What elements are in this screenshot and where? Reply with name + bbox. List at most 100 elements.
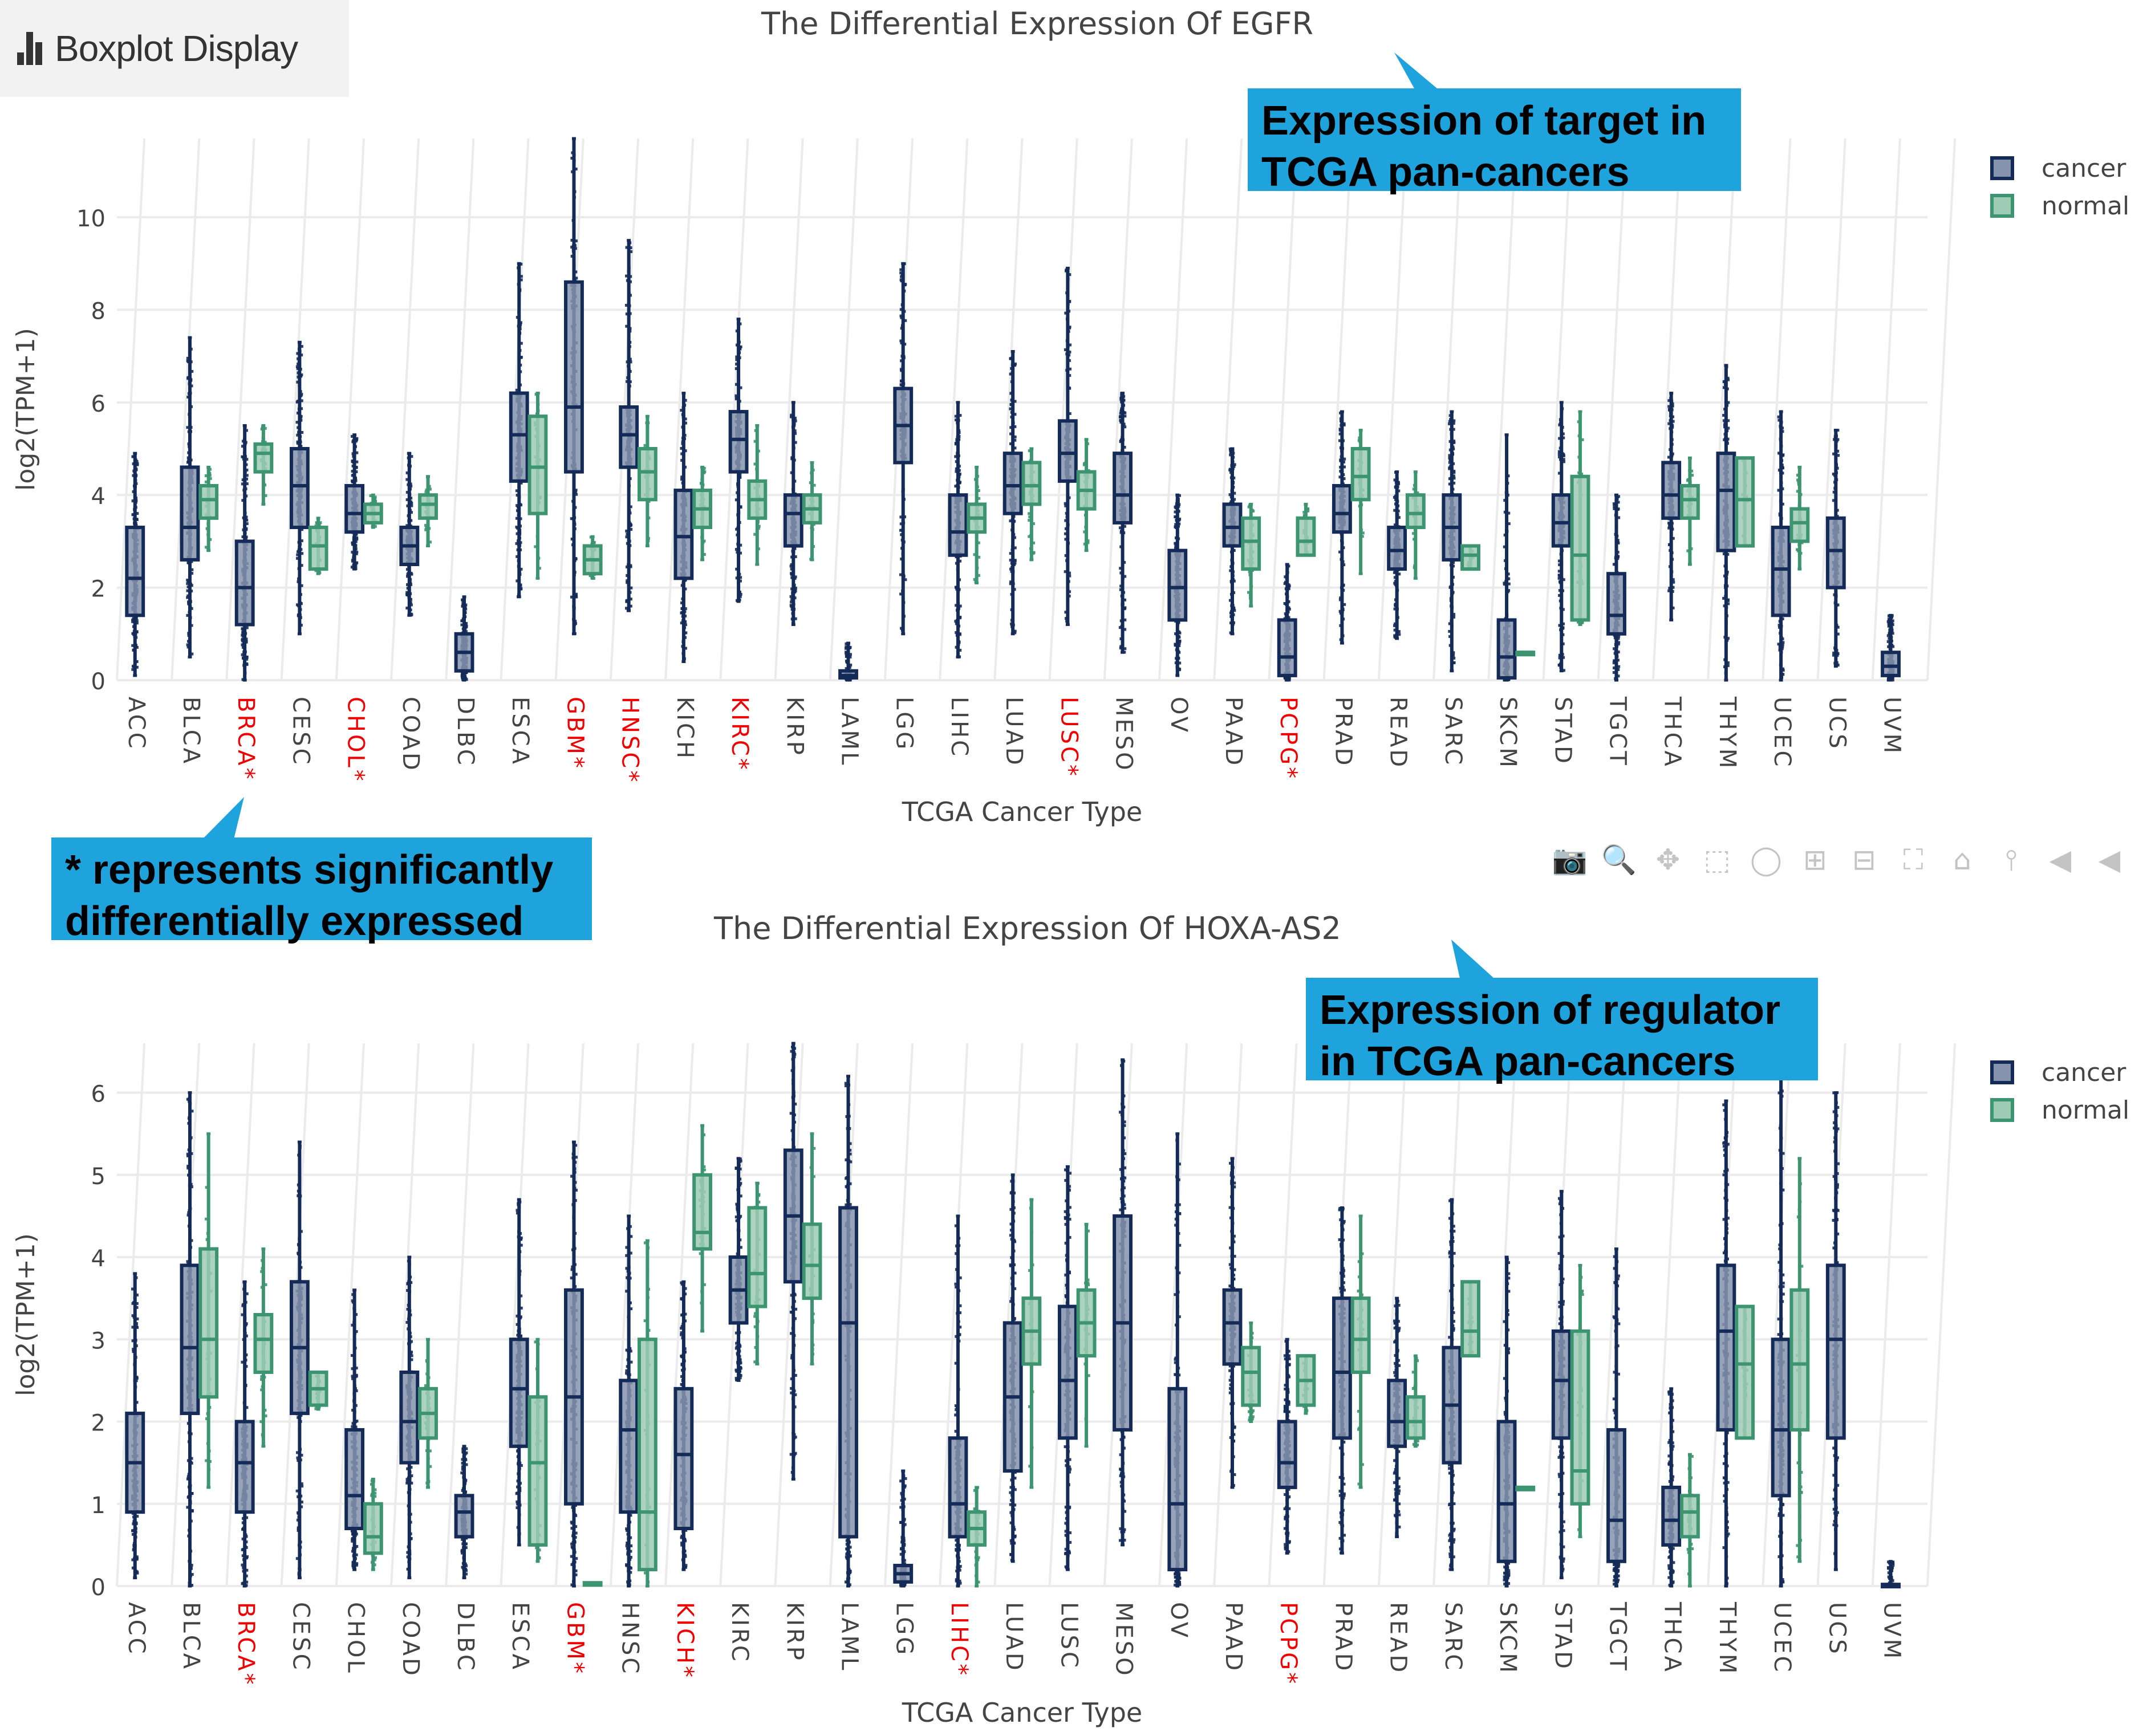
data-point bbox=[899, 368, 903, 371]
data-point bbox=[516, 504, 519, 507]
box-cancer-luad[interactable] bbox=[1003, 350, 1023, 636]
box-cancer-skcm[interactable] bbox=[1496, 433, 1517, 682]
box-normal-kich[interactable] bbox=[692, 465, 713, 562]
data-point bbox=[1338, 432, 1342, 436]
x-tick-label: TGCT bbox=[1604, 696, 1630, 767]
box-cancer-laml[interactable] bbox=[838, 641, 858, 682]
box-cancer-thca[interactable] bbox=[1661, 392, 1682, 621]
data-point bbox=[1009, 432, 1013, 436]
box-normal-sarc[interactable] bbox=[1460, 544, 1480, 571]
y-tick-label: 10 bbox=[76, 206, 105, 232]
data-point bbox=[1068, 273, 1072, 277]
data-point bbox=[1562, 669, 1565, 672]
box-cancer-read[interactable] bbox=[1387, 470, 1407, 640]
box-cancer-kirc[interactable] bbox=[728, 318, 749, 603]
data-point bbox=[519, 481, 523, 485]
data-point bbox=[355, 538, 359, 541]
box-normal-paad[interactable] bbox=[1241, 502, 1261, 608]
data-point bbox=[465, 678, 468, 681]
box-cancer-cesc[interactable] bbox=[289, 340, 310, 636]
box-normal-chol[interactable] bbox=[363, 493, 383, 529]
data-point bbox=[575, 493, 578, 496]
boxplot-display-tab[interactable]: Boxplot Display bbox=[0, 0, 349, 97]
box-cancer-dlbc[interactable] bbox=[454, 595, 474, 682]
box-cancer-ov[interactable] bbox=[1167, 493, 1188, 677]
box-normal-thca[interactable] bbox=[1679, 456, 1700, 566]
box-normal-kirc[interactable] bbox=[747, 424, 768, 566]
data-point bbox=[300, 393, 303, 396]
data-point bbox=[263, 426, 267, 430]
box-cancer-coad[interactable] bbox=[399, 452, 420, 617]
data-point bbox=[301, 528, 304, 531]
box-normal-read[interactable] bbox=[1405, 470, 1426, 580]
data-point bbox=[1671, 606, 1675, 609]
data-point bbox=[958, 472, 961, 475]
box-normal-coad[interactable] bbox=[418, 475, 438, 548]
data-point bbox=[1397, 516, 1401, 519]
box-normal-pcpg[interactable] bbox=[1296, 502, 1316, 557]
data-point bbox=[1448, 454, 1451, 457]
box-cancer-lgg[interactable] bbox=[893, 262, 914, 636]
box-cancer-gbm[interactable] bbox=[564, 137, 584, 636]
box-cancer-hnsc[interactable] bbox=[619, 239, 639, 612]
box-normal-cesc[interactable] bbox=[308, 517, 328, 575]
box-cancer-esca[interactable] bbox=[509, 262, 529, 599]
box-cancer-blca[interactable] bbox=[180, 336, 200, 658]
data-point bbox=[955, 631, 958, 635]
data-point bbox=[900, 359, 903, 363]
box-normal-skcm[interactable] bbox=[1515, 651, 1536, 657]
x-tick-label: KIRP bbox=[781, 697, 807, 757]
box-normal-blca[interactable] bbox=[198, 465, 219, 552]
x-tick-label: PAAD bbox=[1220, 697, 1247, 767]
box-normal-luad[interactable] bbox=[1021, 447, 1042, 562]
box-normal-stad[interactable] bbox=[1570, 410, 1590, 627]
box-cancer-lusc[interactable] bbox=[1057, 266, 1078, 627]
data-point bbox=[790, 563, 793, 566]
box-normal-gbm[interactable] bbox=[582, 535, 603, 580]
box-cancer-stad[interactable] bbox=[1551, 401, 1572, 673]
x-gridline bbox=[1322, 138, 1353, 681]
box bbox=[1113, 452, 1133, 525]
box-normal-hnsc[interactable] bbox=[637, 414, 658, 548]
box-cancer-tgct[interactable] bbox=[1606, 493, 1626, 682]
data-point bbox=[1617, 637, 1620, 640]
data-point bbox=[739, 386, 742, 389]
data-point bbox=[1068, 590, 1071, 593]
data-point bbox=[1064, 538, 1068, 541]
box-cancer-sarc[interactable] bbox=[1442, 410, 1462, 673]
data-point bbox=[794, 575, 797, 579]
data-point bbox=[460, 623, 464, 627]
data-point bbox=[680, 621, 683, 625]
box-normal-kirp[interactable] bbox=[802, 461, 822, 562]
box-cancer-lihc[interactable] bbox=[948, 401, 968, 658]
box-cancer-meso[interactable] bbox=[1113, 392, 1133, 654]
data-point bbox=[186, 359, 189, 363]
box bbox=[527, 414, 548, 515]
data-point bbox=[1361, 535, 1364, 538]
box-cancer-pcpg[interactable] bbox=[1277, 563, 1297, 682]
data-point bbox=[186, 643, 189, 647]
box bbox=[1350, 447, 1371, 502]
box-cancer-acc[interactable] bbox=[125, 452, 145, 677]
box-normal-prad[interactable] bbox=[1350, 429, 1371, 575]
data-point bbox=[1013, 438, 1017, 442]
data-point bbox=[1032, 551, 1036, 554]
data-point bbox=[1069, 343, 1072, 347]
box-cancer-kirp[interactable] bbox=[783, 401, 803, 627]
data-point bbox=[1174, 632, 1178, 636]
box-cancer-prad[interactable] bbox=[1332, 410, 1352, 645]
box-cancer-paad[interactable] bbox=[1222, 447, 1243, 636]
data-point bbox=[1581, 621, 1584, 624]
box-cancer-chol[interactable] bbox=[344, 433, 365, 571]
box-normal-brca[interactable] bbox=[253, 424, 274, 506]
data-point bbox=[245, 429, 248, 432]
box-cancer-kich[interactable] bbox=[673, 392, 694, 664]
box-cancer-brca[interactable] bbox=[234, 424, 255, 682]
box bbox=[418, 493, 438, 520]
data-point bbox=[1558, 563, 1561, 567]
data-point bbox=[1393, 607, 1397, 611]
box-normal-esca[interactable] bbox=[527, 392, 548, 580]
box-normal-lusc[interactable] bbox=[1076, 438, 1097, 552]
box-normal-lihc[interactable] bbox=[967, 465, 987, 584]
x-gridline bbox=[1048, 138, 1078, 681]
